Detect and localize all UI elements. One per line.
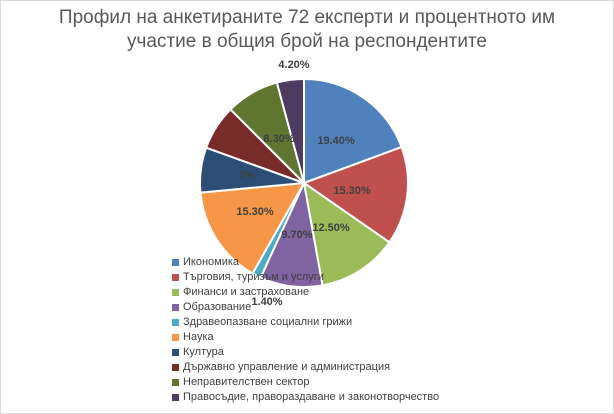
chart-title-line-1: Профил на анкетираните 72 експерти и про… [58,7,556,28]
legend-label: Търговия, туризъм и услуги [183,271,324,283]
data-label-6: 15.30% [236,206,274,218]
legend-swatch [172,289,179,296]
legend-swatch [172,334,179,341]
pie-slice-10 [275,77,305,184]
legend-item: Правосъдие, правораздаване и законотворч… [172,390,439,405]
legend-swatch [172,349,179,356]
pie-slice-6 [199,181,306,275]
legend-item: Култура [172,345,439,360]
legend-swatch [172,379,179,386]
legend-item: Образование [172,300,439,315]
data-label-4: 9.70% [281,229,312,241]
legend-label: Образование [183,301,252,313]
legend-item: Неправителствен сектор [172,375,439,390]
legend-item: Здравеопазване социални грижи [172,315,439,330]
legend-swatch [172,319,179,326]
data-label-10: 4.20% [278,59,309,71]
legend-swatch [172,394,179,401]
pie-slice-1 [303,77,403,185]
legend-swatch [172,304,179,311]
legend-label: Икономика [183,256,240,268]
legend-item: Финанси и застраховане [172,285,439,300]
legend: Икономика Търговия, туризъм и услуги Финан… [172,255,439,405]
pie-slice-3 [302,180,391,287]
chart-title-line-2: участие в общия брой на респондентите [126,31,487,52]
legend-swatch [172,364,179,371]
legend-swatch [172,274,179,281]
data-label-5: 1.40% [251,296,282,308]
legend-item: Икономика [172,255,439,270]
data-label-2: 15.30% [333,185,371,197]
legend-label: Правосъдие, правораздаване и законотворч… [183,391,440,403]
data-label-1: 19.40% [317,135,355,147]
legend-label: Култура [183,346,224,358]
chart-title: Профил на анкетираните 72 експерти и про… [0,6,614,54]
data-label-7: 7% [239,170,255,182]
legend-label: Държавно управление и администрация [183,361,391,373]
legend-label: Неправителствен сектор [183,376,310,388]
legend-label: Здравеопазване социални грижи [183,316,353,328]
legend-label: Наука [183,331,214,343]
legend-swatch [172,259,179,266]
legend-label: Финанси и застраховане [183,286,310,298]
pie-slice-2 [301,145,409,244]
legend-item: Наука [172,330,439,345]
legend-item: Държавно управление и администрация [172,360,439,375]
data-label-9: 8.30% [263,133,294,145]
data-label-3: 12.50% [312,222,350,234]
legend-item: Търговия, туризъм и услуги [172,270,439,285]
